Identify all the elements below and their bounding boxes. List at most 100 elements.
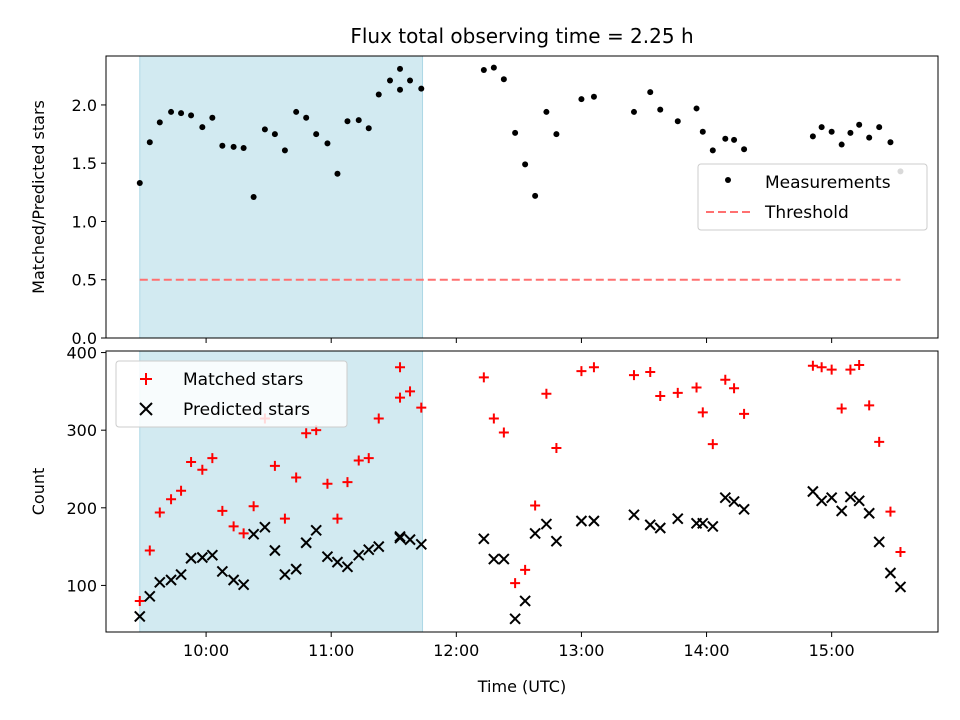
measurement-point (674, 118, 681, 125)
y-tick-label: 400 (66, 344, 97, 363)
matched-star-point (836, 403, 847, 414)
predicted-star-point (415, 538, 427, 550)
measurement-point (657, 106, 664, 113)
matched-star-point (478, 372, 489, 383)
predicted-star-point (550, 535, 563, 547)
measurement-point (709, 147, 716, 154)
matched-star-point (628, 370, 639, 381)
matched-star-point (217, 505, 228, 516)
measurement-point (397, 65, 404, 72)
measurement-point (219, 142, 226, 149)
matched-star-point (207, 453, 218, 464)
predicted-star-point (165, 574, 177, 586)
y-axis-label: Count (29, 468, 48, 516)
predicted-star-point (825, 492, 838, 504)
measurement-point (699, 128, 706, 135)
measurement-point (281, 147, 288, 154)
predicted-star-point (227, 574, 240, 586)
measurement-point (271, 131, 278, 138)
matched-star-point (816, 362, 827, 373)
predicted-star-point (185, 552, 197, 564)
predicted-star-point (478, 533, 490, 545)
measurement-point (250, 194, 257, 200)
axes-frame (105, 55, 939, 339)
matched-star-point (405, 386, 416, 397)
matched-star-point (228, 521, 239, 532)
measurement-point (293, 108, 300, 115)
measurement-point (240, 145, 247, 152)
y-tick-label: 100 (66, 576, 97, 595)
matched-star-point (551, 443, 562, 454)
predicted-star-point (884, 567, 897, 579)
legend-marker-plus (140, 373, 152, 385)
predicted-star-point (894, 581, 907, 593)
predicted-star-point (373, 540, 385, 553)
measurement-point (578, 96, 585, 103)
matched-star-point (541, 388, 552, 399)
measurement-point (387, 77, 394, 84)
measurement-point (512, 129, 519, 136)
predicted-star-point (394, 530, 406, 543)
predicted-star-point (863, 507, 875, 519)
predicted-star-point (498, 553, 510, 565)
y-tick-label: 300 (66, 421, 97, 440)
predicted-star-point (529, 527, 541, 540)
predicted-star-point (728, 495, 740, 508)
predicted-star-point (247, 528, 260, 540)
matched-star-point (416, 402, 427, 413)
matched-star-point (166, 494, 177, 505)
observing-span (139, 55, 424, 339)
predicted-star-point (269, 544, 281, 557)
measurement-point (188, 112, 195, 119)
matched-star-point (655, 391, 666, 402)
legend-box (115, 360, 348, 428)
predicted-star-point (321, 550, 334, 563)
measurement-point (480, 66, 487, 73)
legend-label: Threshold (764, 203, 849, 223)
measurement-point (407, 77, 414, 84)
matched-star-point (373, 413, 384, 424)
data-layer (136, 64, 904, 281)
measurement-point (522, 161, 529, 168)
measurement-point (146, 139, 153, 146)
predicted-star-point (575, 515, 588, 527)
predicted-star-point (144, 590, 156, 603)
matched-star-point (530, 500, 541, 511)
predicted-star-point (719, 492, 732, 504)
predicted-star-point (134, 610, 146, 623)
matched-star-point (720, 374, 731, 385)
matched-star-point (729, 383, 740, 394)
predicted-star-point (519, 595, 531, 607)
matched-star-point (691, 382, 702, 393)
matched-star-point (707, 439, 718, 450)
matched-star-point (807, 360, 818, 371)
predicted-star-point (216, 565, 229, 578)
matched-star-point (176, 485, 187, 496)
chart-title: Flux total observing time = 2.25 h (350, 24, 693, 48)
matched-star-point (363, 453, 374, 464)
predicted-star-point (331, 556, 344, 568)
measurement-point (344, 118, 351, 125)
measurement-point (838, 141, 845, 148)
x-axis-label: Time (UTC) (477, 677, 566, 696)
matched-star-point (645, 366, 656, 377)
measurement-point (334, 170, 341, 177)
matched-star-point (395, 362, 406, 373)
measurement-point (375, 91, 382, 98)
predicted-star-point (873, 536, 885, 548)
matched-star-point (353, 455, 364, 466)
matched-star-point (845, 364, 856, 375)
measurement-point (856, 121, 863, 128)
measurement-point (418, 85, 425, 92)
predicted-star-point (654, 522, 666, 534)
matched-star-point (144, 545, 155, 556)
measurement-point (365, 125, 372, 132)
measurement-point (809, 133, 816, 140)
predicted-star-point (807, 485, 819, 498)
measurement-point (178, 110, 185, 117)
matched-star-point (672, 387, 683, 398)
measurement-point (741, 146, 748, 153)
y-tick-label: 1.5 (72, 154, 97, 173)
x-tick-label: 13:00 (558, 641, 604, 660)
measurement-point (818, 124, 825, 131)
